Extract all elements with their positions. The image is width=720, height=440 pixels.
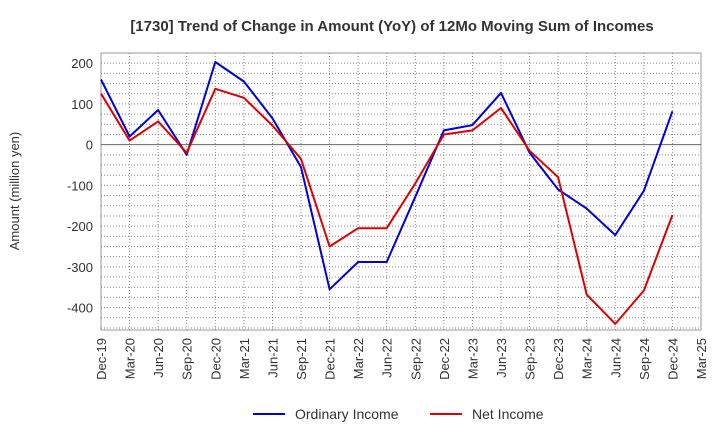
x-tick-label: Mar-23 bbox=[465, 338, 480, 379]
x-tick-label: Sep-20 bbox=[180, 338, 195, 380]
y-axis-label: Amount (million yen) bbox=[7, 132, 22, 251]
x-tick-label: Sep-23 bbox=[523, 338, 538, 380]
y-tick-label: -100 bbox=[67, 178, 93, 193]
series-line-net-income bbox=[100, 87, 674, 325]
y-tick-label: -400 bbox=[67, 301, 93, 316]
grid-lines bbox=[101, 53, 701, 330]
x-tick-label: Jun-24 bbox=[608, 338, 623, 378]
x-tick-label: Jun-23 bbox=[494, 338, 509, 378]
series-lines bbox=[100, 61, 674, 325]
y-tick-label: -300 bbox=[67, 260, 93, 275]
x-tick-label: Dec-23 bbox=[551, 338, 566, 380]
x-tick-labels: Dec-19 Mar-20 Jun-20 Sep-20 Dec-20 Mar-21 Jun-… bbox=[94, 338, 709, 380]
x-tick-label: Jun-22 bbox=[380, 338, 395, 378]
legend-label: Ordinary Income bbox=[295, 406, 399, 422]
x-tick-label: Jun-21 bbox=[265, 338, 280, 378]
x-tick-label: Dec-24 bbox=[665, 338, 680, 380]
legend-label: Net Income bbox=[472, 406, 544, 422]
legend: Ordinary Income Net Income bbox=[253, 406, 544, 422]
x-tick-label: Mar-24 bbox=[580, 338, 595, 379]
x-tick-label: Mar-20 bbox=[123, 338, 138, 379]
x-tick-label: Dec-22 bbox=[437, 338, 452, 380]
x-tick-label: Mar-25 bbox=[694, 338, 709, 379]
y-tick-label: -200 bbox=[67, 219, 93, 234]
x-tick-label: Mar-21 bbox=[237, 338, 252, 379]
plot-area bbox=[100, 52, 702, 331]
y-tick-labels: 200 100 0 -100 -200 -300 -400 bbox=[67, 56, 93, 315]
x-tick-label: Sep-21 bbox=[294, 338, 309, 380]
y-tick-label: 100 bbox=[71, 97, 93, 112]
y-tick-label: 200 bbox=[71, 56, 93, 71]
x-tick-label: Dec-21 bbox=[323, 338, 338, 380]
x-tick-label: Jun-20 bbox=[151, 338, 166, 378]
chart-title: [1730] Trend of Change in Amount (YoY) o… bbox=[130, 18, 653, 35]
y-tick-label: 0 bbox=[86, 138, 93, 153]
x-tick-label: Dec-19 bbox=[94, 338, 109, 380]
x-tick-label: Sep-24 bbox=[637, 338, 652, 380]
x-tick-label: Mar-22 bbox=[351, 338, 366, 379]
x-tick-label: Sep-22 bbox=[408, 338, 423, 380]
x-tick-label: Dec-20 bbox=[208, 338, 223, 380]
series-line-ordinary-income bbox=[100, 61, 674, 291]
